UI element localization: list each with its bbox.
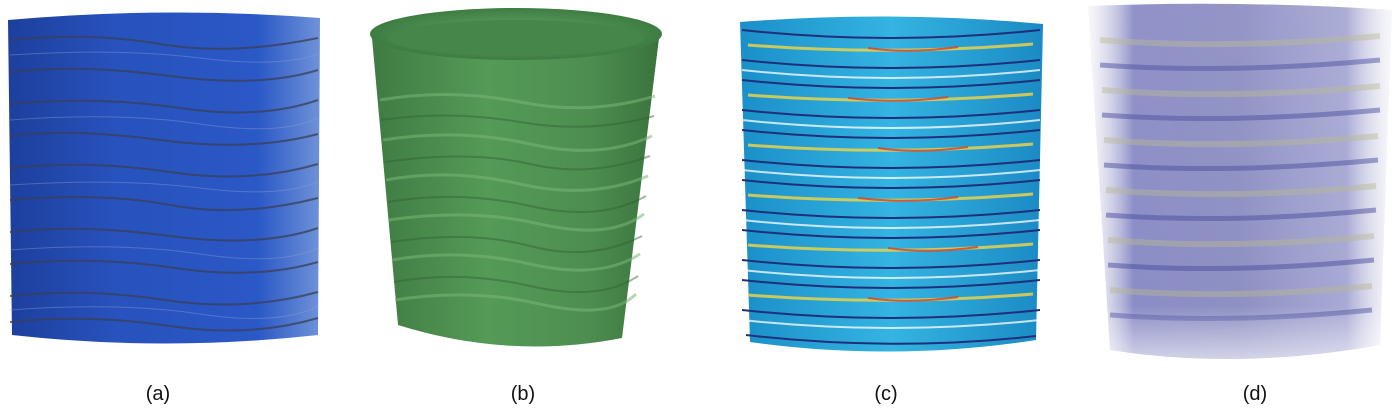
cylinder-a-image	[8, 12, 320, 344]
cylinder-b-image	[370, 8, 662, 347]
panel-a: (a)	[0, 0, 340, 408]
caption-b: (b)	[510, 383, 536, 405]
caption-a: (a)	[145, 383, 171, 405]
cylinder-c-image	[740, 16, 1043, 352]
caption-c: (c)	[874, 383, 898, 405]
panel-b: (b)	[350, 0, 690, 408]
caption-d: (d)	[1242, 383, 1268, 405]
panel-d: (d)	[1080, 0, 1400, 408]
panel-c: (c)	[728, 0, 1068, 408]
cylinder-d-image	[1088, 3, 1392, 359]
